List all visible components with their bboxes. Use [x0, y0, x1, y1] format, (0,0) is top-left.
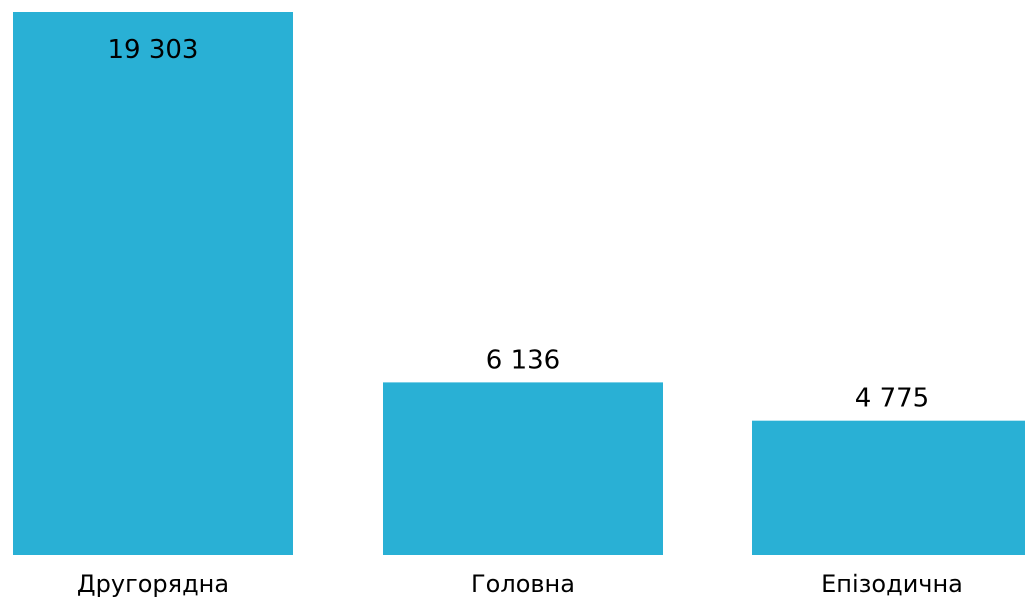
value-label-2: 6 136	[486, 345, 560, 375]
bar-3	[752, 420, 1025, 555]
value-label-1: 19 303	[108, 35, 199, 65]
value-labels-layer: 19 303 6 136 4 775	[108, 35, 930, 414]
category-label-1: Другорядна	[77, 570, 229, 598]
bar-1	[13, 12, 293, 555]
category-label-3: Епізодична	[821, 570, 963, 598]
value-label-3: 4 775	[855, 384, 929, 414]
bars-layer	[13, 12, 1025, 555]
category-labels-layer: Другорядна Головна Епізодична	[77, 570, 963, 598]
category-label-2: Головна	[471, 570, 575, 598]
bar-2	[383, 382, 663, 555]
